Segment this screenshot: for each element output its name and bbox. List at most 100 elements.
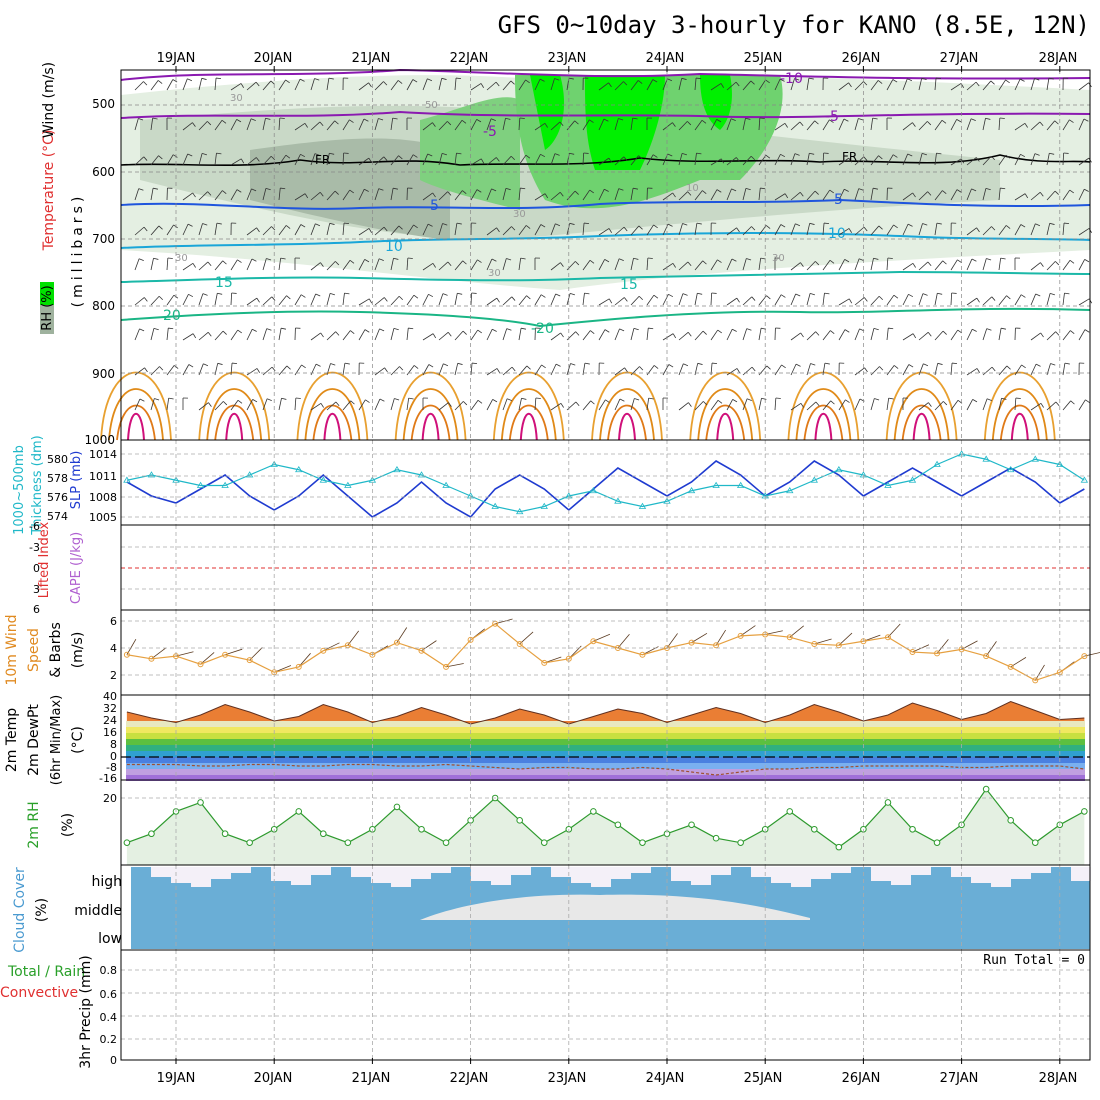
cloud-high-gap <box>951 867 971 877</box>
wind-barb <box>438 223 443 236</box>
wind-barb-flag <box>717 399 723 404</box>
date-label: 25JAN <box>744 51 783 66</box>
wind-barb-flag <box>618 188 624 191</box>
cloud-high-gap <box>431 867 451 873</box>
temp-tick: 24 <box>103 714 117 727</box>
wind-barb <box>214 330 224 341</box>
wind-barb <box>246 329 253 341</box>
wind-barb <box>678 153 683 166</box>
temp-tick: 16 <box>103 726 117 739</box>
wind-barb-flag <box>922 293 928 296</box>
wind-barb <box>502 328 508 341</box>
wind-barb <box>838 189 845 201</box>
wind-barb <box>438 261 449 271</box>
wind-barb-flag <box>1000 257 1006 260</box>
wind-barb <box>438 191 448 201</box>
cloud-high-gap <box>831 867 851 873</box>
wind-barb <box>1046 331 1056 341</box>
wind-barb <box>582 400 592 411</box>
wind-barb-flag <box>314 153 320 156</box>
wind-barb <box>150 118 154 131</box>
wind-barb-flag <box>1005 79 1010 84</box>
wind-barb-flag <box>848 82 852 88</box>
wind-barb-flag <box>222 330 227 335</box>
wind-barb-flag <box>554 78 560 81</box>
wind-barb-flag <box>878 225 883 230</box>
wind-barb <box>774 294 782 306</box>
wind-barb-flag <box>328 77 334 80</box>
wind-barb <box>678 293 684 306</box>
date-label: 23JAN <box>548 1071 587 1086</box>
wind-barb <box>454 401 464 411</box>
wind-barb <box>614 188 620 201</box>
wind-barb <box>742 155 752 166</box>
wind-barb <box>598 118 605 131</box>
surface-temp-contour <box>697 388 754 441</box>
wind-barb-flag <box>496 368 501 373</box>
wind-barb <box>998 79 1006 91</box>
wind10-point <box>1032 677 1039 684</box>
wind-barb <box>710 259 718 271</box>
rh2m-point <box>516 817 524 824</box>
wind-barb <box>262 296 273 306</box>
wind-barb-flag <box>285 79 290 84</box>
wind-barb <box>822 119 830 131</box>
wind-barb-flag <box>216 152 222 155</box>
wind-barb <box>838 298 850 306</box>
wind-barb-flag <box>1050 363 1056 366</box>
wind-barb <box>326 153 330 166</box>
wind-barb <box>278 328 282 341</box>
wind-barb-flag <box>751 296 756 301</box>
wind-barb <box>406 154 414 166</box>
wind-barb-flag <box>912 263 916 268</box>
wind-barb-flag <box>138 118 144 121</box>
wind-barb <box>726 329 733 341</box>
rh2m-point <box>811 825 818 833</box>
contour-label: 30 <box>175 253 188 264</box>
wind-barb-flag <box>334 190 339 195</box>
wind-barb <box>934 330 944 341</box>
wind-barb <box>358 329 366 341</box>
li-tick: 6 <box>33 603 40 616</box>
wind-barb <box>870 80 879 91</box>
wind-barb-flag <box>256 368 261 373</box>
wind-barb-flag <box>256 227 260 233</box>
wind10-point <box>639 651 646 658</box>
wind10-point <box>688 639 695 646</box>
wind-barb-flag <box>492 399 498 403</box>
wind-barb-flag <box>873 187 879 190</box>
wind-barb <box>630 80 639 91</box>
pressure-tick: 600 <box>92 165 115 179</box>
wind-barb-flag <box>688 402 692 407</box>
wind-barb <box>550 121 561 131</box>
surface-temp-contour <box>508 404 549 441</box>
wind-barb-flag <box>207 191 212 196</box>
surface-temp-contour <box>500 388 557 441</box>
wind-barb-flag <box>398 155 403 160</box>
wind-barb-flag <box>829 119 834 123</box>
wind10-barb <box>200 652 215 665</box>
cloud-high-gap <box>491 867 511 885</box>
wind-barb <box>790 402 802 411</box>
wind-barb <box>486 258 493 271</box>
temp-band <box>126 739 1085 745</box>
wind-barb <box>1030 293 1037 306</box>
wind-barb <box>358 157 370 166</box>
wind-barb <box>614 367 625 376</box>
wind-barb-flag <box>975 81 980 87</box>
wind-barb <box>550 78 555 91</box>
wind-barb-flag <box>461 119 467 124</box>
wind-barbs-upper <box>134 77 1093 411</box>
date-label: 24JAN <box>646 51 685 66</box>
wind-barb <box>358 189 365 201</box>
wind-barb-flag <box>1084 188 1089 192</box>
rh2m-point <box>712 834 720 842</box>
wind-barb-flag <box>1055 401 1060 407</box>
wind-barb-flag <box>731 258 737 262</box>
temp-tick: 32 <box>103 702 117 715</box>
wind-barb <box>134 81 144 91</box>
wind-barb <box>742 366 753 376</box>
wind-barb-flag <box>378 188 384 191</box>
